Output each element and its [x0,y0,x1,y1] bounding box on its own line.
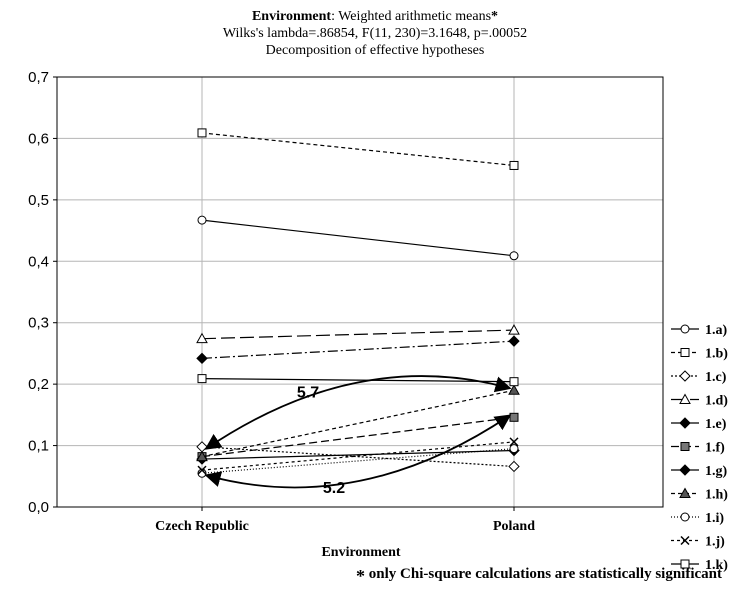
series-line [201,329,515,340]
legend-label: 1.e) [705,417,727,432]
chart-subtitle-decomposition: Decomposition of effective hypotheses [265,43,485,58]
footnote: * only Chi-square calculations are stati… [356,566,722,587]
y-tick-label: 0,2 [28,376,49,393]
chart-title-rest: : Weighted arithmetic means [331,9,492,24]
series-line [201,340,515,359]
data-point [509,160,519,170]
data-point [197,128,207,138]
legend-label: 1.j) [705,535,725,550]
x-tick-label: Poland [493,519,535,534]
x-axis-label: Environment [321,545,400,560]
chart-title-prefix: Environment [251,9,332,24]
legend-marker [679,487,691,498]
legend-marker [680,324,690,334]
legend-marker [679,417,691,429]
data-point [197,215,207,225]
data-point [509,444,519,454]
y-tick-label: 0,1 [28,438,49,455]
legend-label: 1.d) [705,394,728,409]
legend-label: 1.c) [705,370,727,385]
y-tick-label: 0,6 [28,130,49,147]
footnote-text: only Chi-square calculations are statist… [365,566,722,582]
legend-label: 1.k) [705,558,728,573]
legend-marker [680,559,690,569]
legend-label: 1.i) [705,511,724,526]
series-line [201,132,515,167]
data-point [197,374,207,384]
legend-marker [680,535,690,546]
data-point [196,332,208,344]
y-tick-label: 0,7 [28,69,49,86]
legend-label: 1.a) [705,323,728,338]
chart-title: Environment: Weighted arithmetic means* [0,8,750,25]
legend-marker [679,370,691,382]
y-tick-label: 0,3 [28,315,49,332]
legend-marker [679,464,691,476]
legend-label: 1.f) [705,441,725,456]
data-point [508,324,520,335]
data-point [509,251,519,261]
data-point [509,377,519,387]
y-tick-label: 0,0 [28,499,49,516]
data-point [196,352,208,365]
data-point [508,335,520,347]
footnote-star: * [356,566,366,586]
legend-label: 1.b) [705,347,728,362]
annotation-label: 5.2 [323,480,345,497]
x-tick-label: Czech Republic [155,519,249,534]
data-point [196,441,208,453]
data-point [508,460,520,473]
series-line [201,219,515,257]
legend-marker [679,393,691,404]
legend-marker [680,348,690,357]
plot-frame [56,76,664,508]
series-line [201,446,515,468]
legend-marker [680,442,690,451]
data-point [509,412,519,422]
legend-label: 1.g) [705,464,728,479]
y-tick-label: 0,5 [28,192,49,209]
series-line [201,449,515,460]
legend-label: 1.h) [705,488,728,503]
chart-subtitle-stats: Wilks's lambda=.86854, F(11, 230)=3.1648… [222,26,528,41]
chart-title-star: * [491,9,499,24]
annotation-arrow [204,414,512,489]
data-point [508,384,520,395]
series-line [201,441,515,471]
y-tick-label: 0,4 [28,253,49,270]
annotation-label: 5.7 [297,385,319,402]
annotation-arrow [204,375,512,450]
legend-marker [680,512,690,522]
